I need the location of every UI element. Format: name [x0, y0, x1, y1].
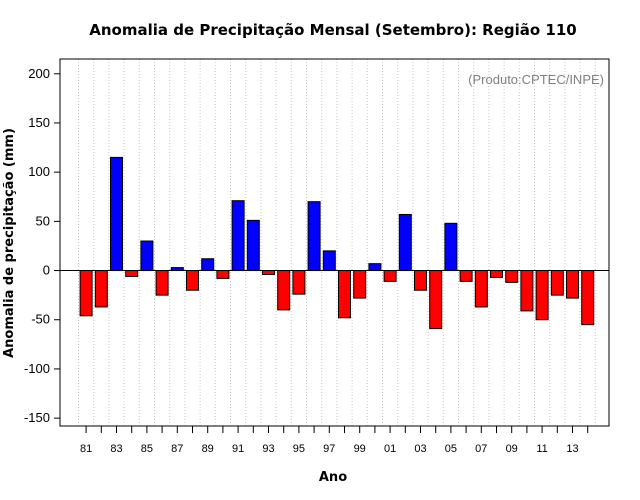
y-tick-label: -150	[24, 410, 50, 425]
bar-1990	[216, 270, 230, 279]
bar-2014	[581, 270, 595, 326]
bar-2002	[398, 213, 412, 272]
bars	[79, 156, 595, 330]
bar-1989	[201, 258, 215, 272]
bar-1995	[292, 270, 306, 295]
bar-1985	[140, 240, 154, 272]
x-tick-label: 87	[171, 443, 183, 455]
y-tick-label: 100	[28, 164, 50, 179]
plot-frame	[59, 58, 610, 427]
y-tick-label: 150	[28, 115, 50, 130]
bar-2011	[535, 270, 549, 321]
bar-1991	[231, 200, 245, 272]
x-tick-label: 01	[384, 443, 396, 455]
x-tick-label: 93	[262, 443, 274, 455]
x-tick-label: 91	[232, 443, 244, 455]
bar-1993	[262, 270, 275, 275]
y-tick-label: 50	[36, 213, 50, 228]
x-tick-label: 89	[202, 443, 214, 455]
x-tick-label: 85	[141, 443, 153, 455]
bar-1984	[125, 270, 139, 277]
x-tick-label: 09	[506, 443, 518, 455]
bar-1983	[110, 156, 123, 272]
bar-1996	[307, 201, 321, 272]
bar-2013	[566, 270, 579, 299]
x-tick-label: 95	[293, 443, 305, 455]
y-tick-label: 0	[43, 263, 50, 278]
x-tick-label: 99	[354, 443, 366, 455]
bar-1981	[79, 270, 93, 317]
x-tick-label: 83	[110, 443, 122, 455]
bar-2000	[368, 263, 382, 272]
bar-2012	[550, 270, 564, 296]
bar-1997	[322, 250, 336, 272]
x-tick-label: 11	[536, 443, 547, 455]
chart-title: Anomalia de Precipitação Mensal (Setembr…	[89, 21, 577, 39]
y-tick-label: -50	[31, 312, 50, 327]
x-tick-label: 03	[414, 443, 426, 455]
x-tick-label: 81	[80, 443, 92, 455]
bar-1998	[338, 270, 351, 319]
bar-2004	[429, 270, 443, 330]
bar-2010	[520, 270, 534, 312]
bar-2008	[490, 270, 503, 278]
x-tick-label: 13	[566, 443, 578, 455]
bar-2003	[414, 270, 427, 291]
y-tick-label: -100	[24, 361, 50, 376]
bar-2006	[459, 270, 473, 282]
bar-2009	[505, 270, 519, 283]
bar-2005	[444, 222, 458, 272]
x-axis: 81 83 85 87 89 91 93 95 97 99 01 03 05 07 09 11 13	[80, 426, 589, 455]
y-tick-label: 200	[28, 66, 50, 81]
grid-lines	[78, 59, 596, 426]
x-axis-label: Ano	[319, 470, 347, 485]
x-tick-label: 05	[445, 443, 457, 455]
bar-1982	[94, 270, 108, 308]
bar-1988	[186, 270, 199, 291]
bar-2007	[474, 270, 488, 308]
x-tick-label: 07	[475, 443, 487, 455]
y-axis-label: Anomalia de precipitação (mm)	[2, 128, 17, 358]
bar-1994	[277, 270, 291, 311]
y-axis: -150 -100 -50 0 50 100 150 200	[24, 66, 60, 425]
bar-1992	[246, 219, 260, 272]
bar-1999	[353, 270, 367, 299]
source-note: (Produto:CPTEC/INPE)	[468, 72, 604, 87]
bar-1986	[155, 270, 169, 296]
bar-2001	[383, 270, 397, 282]
x-tick-label: 97	[323, 443, 335, 455]
